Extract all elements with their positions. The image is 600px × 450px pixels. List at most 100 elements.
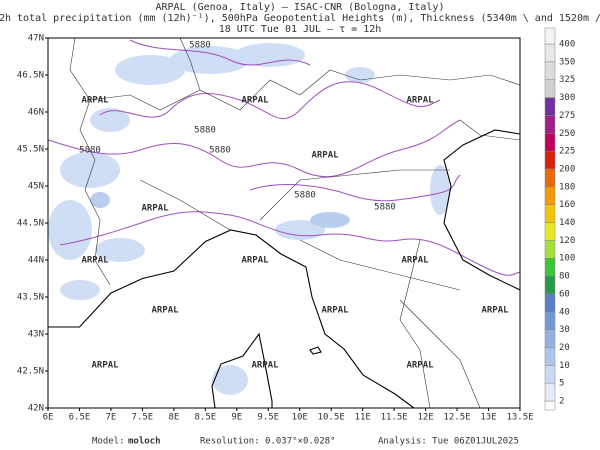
y-tick-label: 43.5N (17, 293, 44, 303)
coastline (443, 129, 521, 291)
watermark: ARPAL (406, 96, 434, 106)
watermark: ARPAL (311, 151, 339, 161)
x-tick-label: 7.5E (132, 413, 154, 423)
watermark: ARPAL (406, 361, 434, 371)
colorbar-label: 140 (559, 218, 575, 228)
contour-label: 5880 (209, 146, 231, 156)
colorbar-swatch (544, 204, 556, 223)
x-tick-label: 12.5E (444, 413, 471, 423)
x-tick-label: 8.5E (194, 413, 216, 423)
x-tick-label: 10E (292, 413, 308, 423)
watermark: ARPAL (241, 256, 269, 266)
colorbar-swatch (544, 61, 556, 80)
watermark: ARPAL (321, 306, 349, 316)
footer-model-label: Model: (92, 437, 125, 447)
watermark: ARPAL (241, 96, 269, 106)
y-tick-label: 44N (28, 256, 44, 266)
x-tick-label: 10.5E (318, 413, 345, 423)
colorbar-label: 30 (559, 325, 570, 335)
watermark: ARPAL (251, 361, 279, 371)
colorbar-swatch (544, 79, 556, 98)
colorbar-swatch (544, 222, 556, 241)
colorbar-label: 5 (559, 379, 564, 389)
watermark: ARPAL (81, 96, 109, 106)
x-tick-label: 11E (355, 413, 371, 423)
contour-label: 5880 (294, 191, 316, 201)
contour-label: 5880 (189, 41, 211, 51)
colorbar-label: 250 (559, 129, 575, 139)
y-tick-label: 42.5N (17, 367, 44, 377)
watermark: ARPAL (481, 306, 509, 316)
colorbar-swatch (544, 150, 556, 170)
y-tick-label: 47N (28, 34, 44, 44)
y-tick-label: 46.5N (17, 71, 44, 81)
colorbar-swatch (544, 329, 556, 348)
contour-label: 5880 (194, 126, 216, 136)
contour-label: 5880 (374, 203, 396, 213)
watermark: ARPAL (141, 204, 169, 214)
colorbar-label: 40 (559, 307, 570, 317)
header-line: 18 UTC Tue 01 JUL — τ = 12h (219, 24, 382, 35)
colorbar-swatch (544, 365, 556, 384)
x-tick-label: 11.5E (381, 413, 408, 423)
colorbar-swatch (544, 293, 556, 312)
colorbar-label: 350 (559, 57, 575, 67)
watermark: ARPAL (401, 256, 429, 266)
y-tick-label: 43N (28, 330, 44, 340)
colorbar-swatch (544, 133, 556, 152)
colorbar-label: 10 (559, 361, 570, 371)
watermark: ARPAL (91, 361, 119, 371)
colorbar-label: 80 (559, 272, 570, 282)
colorbar-label: 275 (559, 111, 575, 121)
colorbar-swatch (544, 240, 556, 259)
elba (309, 346, 322, 355)
watermark: ARPAL (81, 256, 109, 266)
colorbar-swatch (544, 97, 556, 116)
x-tick-label: 8E (168, 413, 179, 423)
colorbar-label: 2 (559, 397, 564, 407)
colorbar-swatch (544, 27, 556, 45)
x-tick-label: 12E (417, 413, 433, 423)
y-tick-label: 45.5N (17, 145, 44, 155)
colorbar-label: 20 (559, 343, 570, 353)
colorbar-swatch (544, 382, 556, 402)
axis-ticks: 6E 6.5E 7E 7.5E 8E 8.5E 9E 9.5E 10E 10.5E 11E 11.5E… (17, 34, 534, 423)
x-tick-label: 9E (231, 413, 242, 423)
colorbar: 2 5 10 20 30 40 60 80 100 120 140 160 180 200 225 250 27… (544, 27, 575, 411)
y-tick-label: 45N (28, 182, 44, 192)
x-tick-label: 6.5E (69, 413, 91, 423)
colorbar-label: 180 (559, 182, 575, 192)
x-tick-label: 13E (480, 413, 496, 423)
x-tick-label: 9.5E (257, 413, 279, 423)
coastline (48, 229, 415, 409)
contour-label: 5880 (79, 146, 101, 156)
colorbar-label: 200 (559, 164, 575, 174)
colorbar-swatch (544, 115, 556, 134)
x-tick-label: 6E (43, 413, 54, 423)
colorbar-label: 325 (559, 75, 575, 85)
colorbar-label: 60 (559, 289, 570, 299)
colorbar-label: 160 (559, 200, 575, 210)
footer-analysis: Analysis: Tue 06Z01JUL2025 (378, 437, 519, 447)
map-labels: 5880 5880 5880 5880 5880 5880 ARPAL ARPAL ARPAL A… (79, 41, 509, 371)
y-tick-label: 46N (28, 108, 44, 118)
colorbar-label: 225 (559, 147, 575, 157)
colorbar-label: 300 (559, 93, 575, 103)
colorbar-swatch (544, 186, 556, 205)
colorbar-label: 400 (559, 40, 575, 50)
footer-resolution: Resolution: 0.037°×0.028° (200, 437, 335, 447)
colorbar-swatch (544, 257, 556, 277)
colorbar-swatch (544, 43, 556, 63)
x-tick-label: 7E (106, 413, 117, 423)
header-line: ARPAL (Genoa, Italy) — ISAC-CNR (Bologna… (156, 2, 445, 13)
watermark: ARPAL (151, 306, 179, 316)
y-tick-label: 44.5N (17, 219, 44, 229)
colorbar-swatch (544, 311, 556, 330)
colorbar-swatch (544, 275, 556, 295)
x-tick-label: 13.5E (506, 413, 533, 423)
corsica (211, 332, 273, 409)
borders (69, 37, 521, 409)
map: 5880 5880 5880 5880 5880 5880 ARPAL ARPAL ARPAL A… (47, 37, 521, 409)
colorbar-swatch (544, 168, 556, 188)
